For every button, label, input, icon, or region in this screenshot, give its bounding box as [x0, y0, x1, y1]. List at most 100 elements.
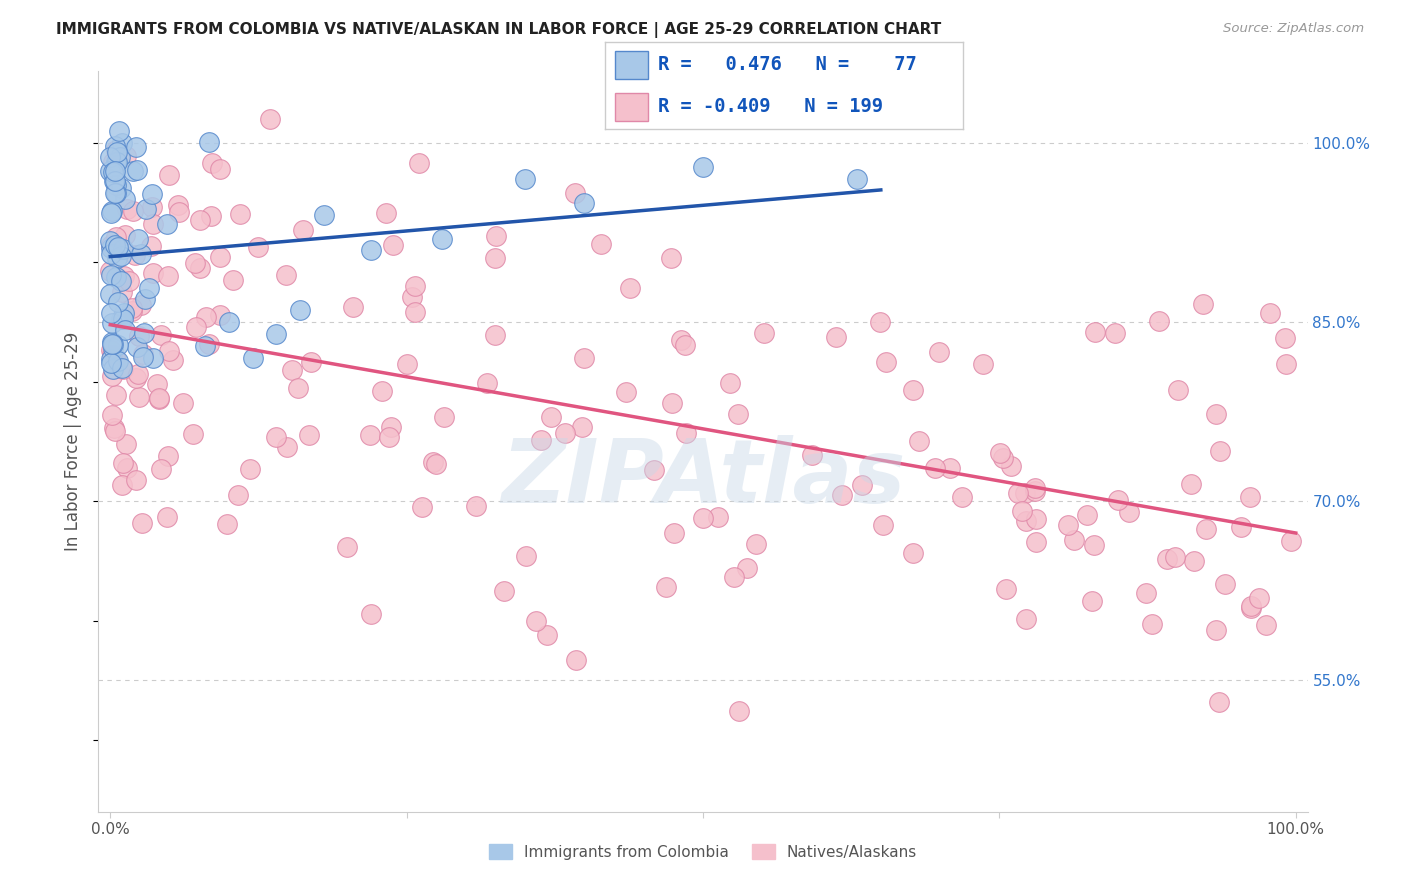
Point — [851, 478, 873, 492]
Point — [692, 160, 714, 174]
Point — [105, 143, 128, 157]
Point — [908, 434, 931, 448]
Point — [465, 499, 488, 513]
Point — [107, 295, 129, 310]
Point — [115, 461, 138, 475]
Point — [614, 384, 637, 399]
Point — [167, 204, 190, 219]
Point — [101, 361, 124, 376]
Point — [117, 274, 139, 288]
Point — [100, 242, 122, 256]
Point — [131, 516, 153, 531]
Point — [540, 410, 562, 425]
Point — [188, 213, 211, 227]
Point — [485, 229, 508, 244]
Point — [112, 306, 135, 320]
Point — [1230, 520, 1253, 534]
Point — [101, 341, 124, 355]
Point — [128, 329, 150, 343]
Point — [208, 250, 231, 264]
Point — [146, 377, 169, 392]
Point — [101, 316, 124, 330]
Point — [112, 242, 135, 256]
Point — [101, 165, 124, 179]
Point — [100, 150, 122, 164]
Point — [574, 195, 596, 210]
Point — [342, 300, 364, 314]
Point — [127, 368, 149, 382]
Point — [104, 155, 127, 169]
Point — [336, 540, 359, 554]
Point — [360, 244, 382, 258]
Point — [104, 237, 127, 252]
Point — [222, 273, 245, 287]
Point — [197, 136, 219, 150]
Point — [115, 202, 138, 217]
Point — [404, 304, 426, 318]
Point — [360, 607, 382, 621]
Bar — [616, 51, 648, 78]
Point — [1063, 533, 1085, 547]
Point — [100, 343, 122, 357]
Point — [98, 164, 121, 178]
Point — [101, 409, 124, 423]
Point — [745, 537, 768, 551]
Point — [1208, 695, 1230, 709]
Point — [589, 237, 612, 252]
Point — [707, 510, 730, 524]
Point — [148, 391, 170, 405]
Point — [530, 433, 553, 447]
Point — [142, 351, 165, 366]
Point — [1239, 600, 1261, 615]
Point — [104, 138, 127, 153]
Point — [167, 198, 190, 212]
Point — [276, 440, 298, 454]
Point — [111, 285, 134, 300]
Point — [378, 430, 401, 444]
Point — [380, 420, 402, 434]
Point — [359, 428, 381, 442]
Point — [259, 112, 281, 127]
Point — [1182, 554, 1205, 568]
Point — [1083, 538, 1105, 552]
Point — [1209, 444, 1232, 458]
Point — [1000, 459, 1022, 474]
Point — [131, 298, 153, 312]
Point — [831, 488, 853, 502]
Point — [201, 155, 224, 169]
Point — [100, 356, 122, 370]
Point — [100, 287, 122, 301]
Point — [432, 231, 454, 245]
Point — [104, 186, 127, 200]
Point — [104, 424, 127, 438]
Point — [122, 163, 145, 178]
Point — [374, 206, 396, 220]
Point — [875, 354, 897, 368]
Point — [107, 154, 129, 169]
Point — [846, 171, 869, 186]
Point — [111, 136, 134, 151]
Point — [111, 360, 134, 375]
Point — [156, 450, 179, 464]
Point — [718, 376, 741, 391]
Point — [619, 281, 641, 295]
Point — [411, 500, 433, 514]
Point — [115, 148, 138, 162]
Text: R = -0.409   N = 199: R = -0.409 N = 199 — [658, 97, 883, 116]
Point — [1084, 325, 1107, 339]
Point — [924, 461, 946, 475]
Point — [401, 290, 423, 304]
Point — [950, 490, 973, 504]
Point — [127, 232, 149, 246]
Point — [101, 334, 124, 349]
Point — [281, 363, 304, 377]
Point — [135, 202, 157, 216]
Point — [125, 139, 148, 153]
Point — [433, 409, 456, 424]
Point — [572, 351, 595, 365]
Point — [139, 238, 162, 252]
Point — [103, 421, 125, 435]
Point — [100, 247, 122, 261]
Point — [194, 339, 217, 353]
Point — [869, 316, 891, 330]
